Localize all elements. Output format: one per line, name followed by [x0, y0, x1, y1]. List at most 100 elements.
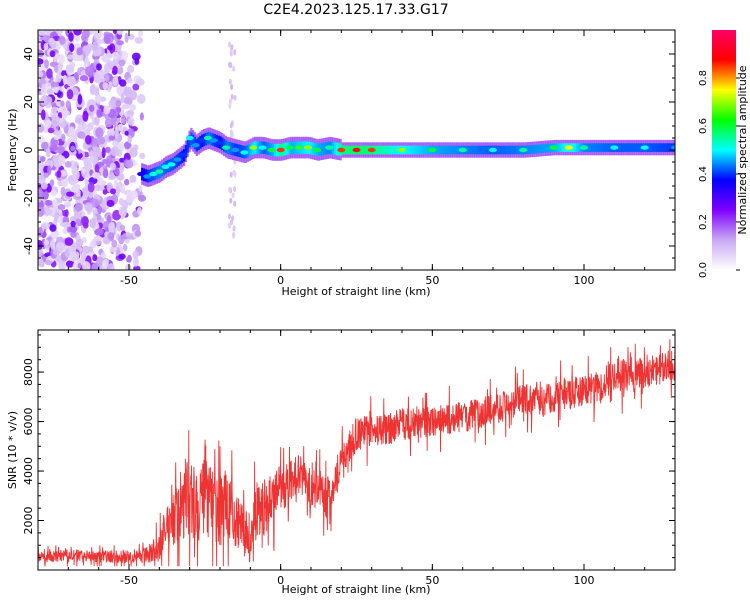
- noise-blob: [51, 106, 58, 114]
- ridge-band: [184, 145, 187, 158]
- noise-blob: [134, 57, 140, 65]
- noise-blob: [71, 166, 79, 176]
- ridge-band: [421, 145, 424, 155]
- ridge-point: [313, 147, 322, 153]
- noise-blob: [58, 261, 66, 270]
- noise-blob: [75, 218, 81, 225]
- ridge-band: [530, 145, 533, 154]
- ridge-band: [505, 145, 508, 155]
- noise-blob: [42, 126, 49, 133]
- noise-blob: [93, 235, 103, 242]
- ridge-band: [426, 145, 430, 155]
- spectrogram-ytick-label: 40: [22, 47, 35, 61]
- noise-blob: [84, 202, 93, 213]
- noise-blob: [87, 122, 94, 131]
- ridge-band: [456, 145, 459, 155]
- noise-blob: [83, 45, 92, 55]
- noise-blob: [107, 231, 115, 241]
- ridge-band: [443, 145, 446, 155]
- ridge-point: [304, 145, 312, 150]
- noise-blob: [102, 168, 109, 179]
- noise-blob: [91, 172, 101, 179]
- ridge-band: [599, 143, 602, 152]
- noise-blob: [120, 93, 125, 104]
- ridge-band: [587, 143, 590, 152]
- snr-y-label: SNR (10 * v/v): [6, 411, 19, 489]
- spectrogram-ytick-label: 0: [22, 147, 35, 154]
- noise-blob: [112, 30, 117, 34]
- ridge-band: [563, 143, 566, 152]
- ridge-point: [294, 145, 303, 150]
- noise-blob: [70, 145, 76, 152]
- noise-blob: [95, 127, 104, 139]
- noise-blob: [57, 204, 66, 211]
- ridge-band: [628, 143, 632, 152]
- ridge-point: [185, 135, 194, 141]
- ridge-band: [648, 143, 652, 152]
- ridge-point: [173, 157, 182, 162]
- noise-blob: [46, 68, 53, 79]
- colorbar-tick-label: 0.0: [698, 262, 709, 278]
- noise-blob: [97, 205, 102, 215]
- noise-blob: [53, 135, 60, 141]
- streak-blob: [229, 171, 233, 178]
- ridge-point: [276, 147, 285, 153]
- noise-blob: [60, 186, 66, 197]
- ridge-band: [348, 145, 351, 155]
- streak-blob: [233, 171, 237, 178]
- noise-blob: [103, 105, 111, 115]
- noise-blob: [123, 86, 133, 98]
- noise-blob: [110, 266, 115, 270]
- noise-blob: [118, 59, 126, 67]
- noise-blob: [77, 131, 86, 139]
- noise-blob: [69, 225, 78, 233]
- noise-blob: [127, 64, 135, 74]
- ridge-band: [499, 145, 502, 155]
- noise-blob: [49, 50, 56, 58]
- ridge-point: [489, 147, 497, 153]
- noise-blob: [116, 107, 122, 113]
- noise-blob: [82, 123, 88, 129]
- noise-blob: [109, 162, 116, 171]
- noise-blob: [61, 221, 71, 228]
- colorbar-ticks: 0.0 0.2 0.4 0.6 0.8: [698, 70, 740, 278]
- noise-blob: [106, 128, 115, 138]
- ridge-band: [590, 143, 593, 152]
- streak-blob: [229, 197, 233, 204]
- noise-blob: [75, 189, 81, 197]
- noise-blob: [124, 130, 129, 136]
- noise-blob: [42, 34, 48, 42]
- noise-blob: [119, 141, 125, 152]
- noise-blob: [119, 224, 126, 231]
- ridge-band: [547, 143, 550, 153]
- noise-blob: [72, 261, 80, 270]
- ridge-band: [379, 145, 382, 155]
- noise-blob: [56, 170, 62, 178]
- noise-blob: [106, 60, 114, 68]
- colorbar-tick-label: 0.2: [698, 214, 709, 230]
- noise-blob: [102, 82, 109, 90]
- ridge-band: [607, 143, 610, 152]
- noise-blob: [91, 239, 96, 246]
- noise-blob: [59, 70, 69, 77]
- spectrogram-ytick-label: -40: [22, 237, 35, 255]
- ridge-band: [576, 143, 579, 152]
- ridge-point: [610, 145, 619, 150]
- noise-blob: [93, 146, 102, 158]
- colorbar-tick-label: 0.6: [698, 118, 709, 134]
- ridge-point: [325, 145, 334, 150]
- snr-ytick-label: 8000: [22, 358, 35, 386]
- ridge-band: [479, 145, 482, 155]
- noise-blob: [74, 202, 83, 212]
- noise-blob: [75, 238, 84, 248]
- noise-blob: [66, 191, 75, 197]
- noise-blob: [108, 222, 115, 233]
- streak-blob: [228, 186, 232, 193]
- snr-xtick-label: 100: [574, 574, 595, 587]
- ridge-point: [367, 147, 376, 153]
- ridge-band: [630, 143, 633, 152]
- ridge-band: [410, 145, 413, 155]
- ridge-point: [240, 150, 249, 155]
- noise-blob: [50, 189, 58, 197]
- noise-blob: [73, 94, 78, 101]
